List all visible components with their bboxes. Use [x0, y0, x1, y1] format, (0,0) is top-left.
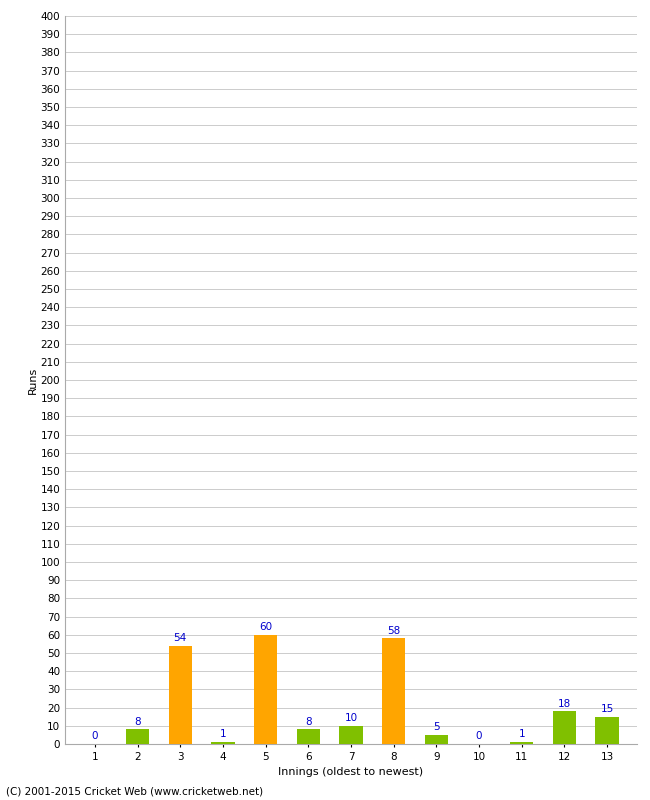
- Bar: [254, 634, 278, 744]
- Text: (C) 2001-2015 Cricket Web (www.cricketweb.net): (C) 2001-2015 Cricket Web (www.cricketwe…: [6, 786, 264, 796]
- Bar: [552, 711, 576, 744]
- Y-axis label: Runs: Runs: [27, 366, 38, 394]
- Bar: [424, 735, 448, 744]
- Bar: [296, 730, 320, 744]
- Bar: [168, 646, 192, 744]
- X-axis label: Innings (oldest to newest): Innings (oldest to newest): [278, 767, 424, 777]
- Bar: [211, 742, 235, 744]
- Text: 54: 54: [174, 633, 187, 643]
- Text: 0: 0: [92, 731, 98, 742]
- Text: 1: 1: [220, 730, 226, 739]
- Bar: [510, 742, 534, 744]
- Text: 5: 5: [433, 722, 439, 732]
- Bar: [126, 730, 150, 744]
- Text: 60: 60: [259, 622, 272, 632]
- Text: 0: 0: [476, 731, 482, 742]
- Text: 8: 8: [135, 717, 141, 726]
- Text: 1: 1: [519, 730, 525, 739]
- Text: 58: 58: [387, 626, 400, 636]
- Text: 10: 10: [344, 713, 358, 723]
- Text: 8: 8: [305, 717, 311, 726]
- Bar: [382, 638, 406, 744]
- Bar: [339, 726, 363, 744]
- Text: 15: 15: [601, 704, 614, 714]
- Text: 18: 18: [558, 698, 571, 709]
- Bar: [595, 717, 619, 744]
